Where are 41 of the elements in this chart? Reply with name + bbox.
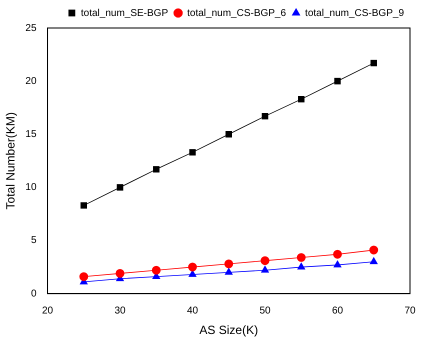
y-tick-label: 5 [30,235,37,246]
point [224,259,234,268]
y-tick-label: 10 [25,182,37,194]
point [79,272,88,281]
x-tick-label: 30 [114,305,126,316]
x-axis-title: AS Size(K) [199,323,258,338]
point [260,256,270,266]
x-tick-label: 60 [332,305,344,316]
x-tick-label: 50 [259,305,272,316]
legend-label: total_num_CS-BGP_9 [305,8,404,19]
point [298,96,304,102]
y-tick-label: 20 [25,76,37,87]
point [334,260,342,268]
point [333,250,342,259]
point [224,268,233,275]
y-tick-label: 25 [25,22,37,34]
point [370,257,378,264]
point [297,262,306,270]
point [80,202,87,209]
y-axis-title: Total Number(KM) [4,112,18,210]
point [261,266,269,273]
point [369,246,378,254]
x-tick-label: 20 [42,305,54,316]
point [189,149,196,156]
y-tick-label: 15 [25,128,37,140]
point [262,112,268,120]
point [116,269,124,278]
point [153,166,160,173]
x-tick-label: 40 [186,305,199,316]
legend-label: total_num_CS-BGP_6 [187,8,286,19]
point [188,270,196,277]
point [188,262,197,272]
point [370,60,377,66]
y-tick-label: 0 [30,288,37,300]
point [226,131,232,138]
point [334,78,341,84]
legend-label: total_num_SE-BGP [80,8,168,19]
point [296,253,306,262]
point [116,184,124,191]
point [152,266,161,275]
x-tick-label: 70 [404,305,416,316]
